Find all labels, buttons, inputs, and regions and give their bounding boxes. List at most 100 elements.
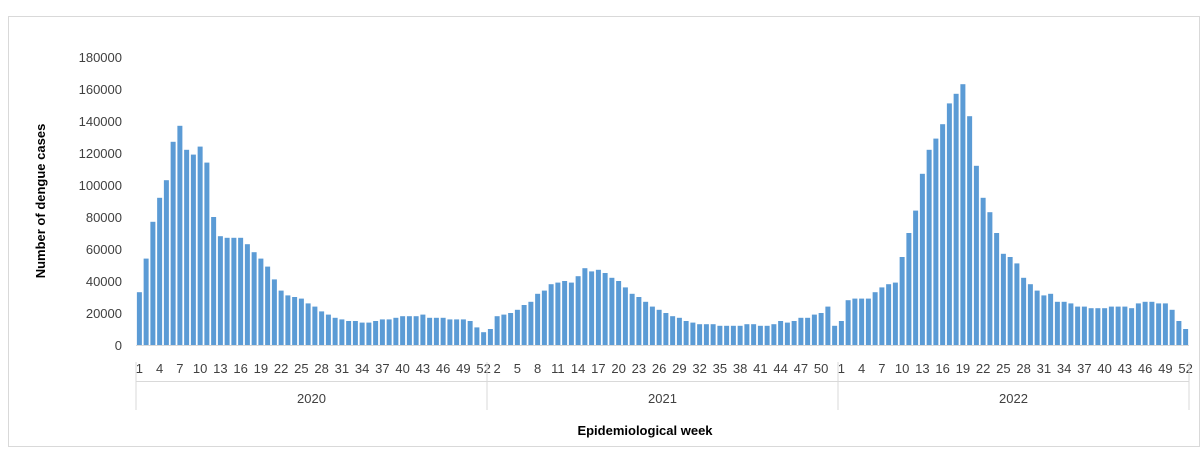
bar-2021-week-20 [616,281,622,345]
bar-2022-week-10 [899,257,905,345]
bar-2020-week-19 [258,258,264,345]
bar-2020-week-28 [319,311,325,345]
bar-2022-week-40 [1102,308,1108,345]
bar-2022-week-4 [859,298,865,345]
x-tick-label: 4 [858,361,865,376]
bar-2021-week-5 [514,309,520,345]
bar-2020-week-32 [346,321,352,345]
bar-2022-week-23 [987,212,993,345]
y-tick-label: 40000 [86,274,122,289]
x-tick-label: 14 [571,361,585,376]
year-label-2021: 2021 [648,391,677,406]
x-tick-label: 4 [156,361,163,376]
bar-2022-week-47 [1149,301,1155,345]
bar-2021-week-45 [784,322,790,345]
y-tick-label: 180000 [79,50,122,65]
bar-2022-week-50 [1169,309,1175,345]
bar-2021-week-42 [764,325,770,345]
bar-2020-week-15 [231,237,237,345]
x-tick-label: 28 [314,361,328,376]
bar-2020-week-31 [339,319,345,345]
bar-2021-week-6 [521,305,527,345]
bar-2022-week-37 [1081,306,1087,345]
bar-2022-week-11 [906,233,912,345]
x-tick-label: 11 [551,361,565,376]
bar-2022-week-42 [1115,306,1121,345]
bar-2020-week-3 [150,221,156,345]
x-tick-label: 23 [632,361,646,376]
bar-2020-week-14 [224,237,230,345]
bar-2022-week-43 [1122,306,1128,345]
x-tick-label: 34 [355,361,369,376]
bar-2020-week-22 [278,290,284,345]
bar-2022-week-13 [919,173,925,345]
bar-2020-week-26 [305,303,311,345]
bar-2020-week-50 [467,321,473,345]
x-tick-label: 1 [136,361,143,376]
x-tick-label: 19 [956,361,970,376]
bar-2021-week-7 [528,301,534,345]
y-tick-label: 120000 [79,146,122,161]
x-tick-label: 8 [534,361,541,376]
bar-2020-week-13 [217,236,223,345]
bar-2021-week-10 [548,284,554,345]
x-tick-label: 32 [692,361,706,376]
x-tick-label: 49 [1158,361,1172,376]
x-tick-label: 44 [773,361,787,376]
bar-2022-week-52 [1183,329,1189,345]
bar-2022-week-35 [1068,303,1074,345]
x-tick-label: 34 [1057,361,1071,376]
bar-2021-week-44 [778,321,784,345]
bar-2022-week-3 [852,298,858,345]
bar-2020-week-23 [285,295,291,345]
bar-2022-week-1 [838,321,844,345]
bar-2021-week-14 [575,276,581,345]
x-tick-label: 43 [416,361,430,376]
bar-2022-week-22 [980,197,986,345]
bar-2021-week-26 [656,309,662,345]
bar-2020-week-25 [298,298,304,345]
bar-2022-week-9 [892,282,898,345]
bar-2022-week-5 [865,298,871,345]
bar-2021-week-22 [629,293,635,345]
bar-2020-week-44 [427,317,433,345]
bar-2022-week-32 [1048,293,1054,345]
x-tick-label: 43 [1118,361,1132,376]
bar-2022-week-28 [1021,277,1027,345]
x-tick-label: 52 [1178,361,1192,376]
bar-2022-week-21 [973,165,979,345]
bar-2022-week-33 [1054,301,1060,345]
bar-2020-week-11 [204,162,210,345]
x-tick-label: 37 [375,361,389,376]
bar-2020-week-18 [251,252,257,345]
x-tick-label: 10 [193,361,207,376]
x-tick-label: 13 [213,361,227,376]
bar-2022-week-18 [953,93,959,345]
bar-2022-week-12 [913,210,919,345]
y-tick-label: 160000 [79,82,122,97]
bar-2020-week-27 [312,306,318,345]
x-tick-label: 35 [713,361,727,376]
bar-2020-week-39 [393,317,399,345]
x-tick-label: 29 [672,361,686,376]
bar-2020-week-2 [143,258,149,345]
x-tick-label: 41 [753,361,767,376]
bar-2020-week-43 [420,314,426,345]
bar-2021-week-9 [541,290,547,345]
bar-2020-week-6 [170,141,176,345]
bar-2022-week-27 [1014,263,1020,345]
bar-2020-week-5 [163,180,169,345]
x-tick-label: 13 [915,361,929,376]
x-tick-label: 26 [652,361,666,376]
bar-2021-week-33 [703,324,709,345]
bar-2022-week-16 [940,124,946,345]
x-tick-label: 2 [494,361,501,376]
x-tick-label: 47 [794,361,808,376]
bar-2020-week-7 [177,125,183,345]
bar-2021-week-34 [710,324,716,345]
bar-2021-week-16 [589,271,595,345]
bar-2022-week-19 [960,84,966,345]
y-tick-label: 140000 [79,114,122,129]
bar-2020-week-1 [136,292,142,345]
